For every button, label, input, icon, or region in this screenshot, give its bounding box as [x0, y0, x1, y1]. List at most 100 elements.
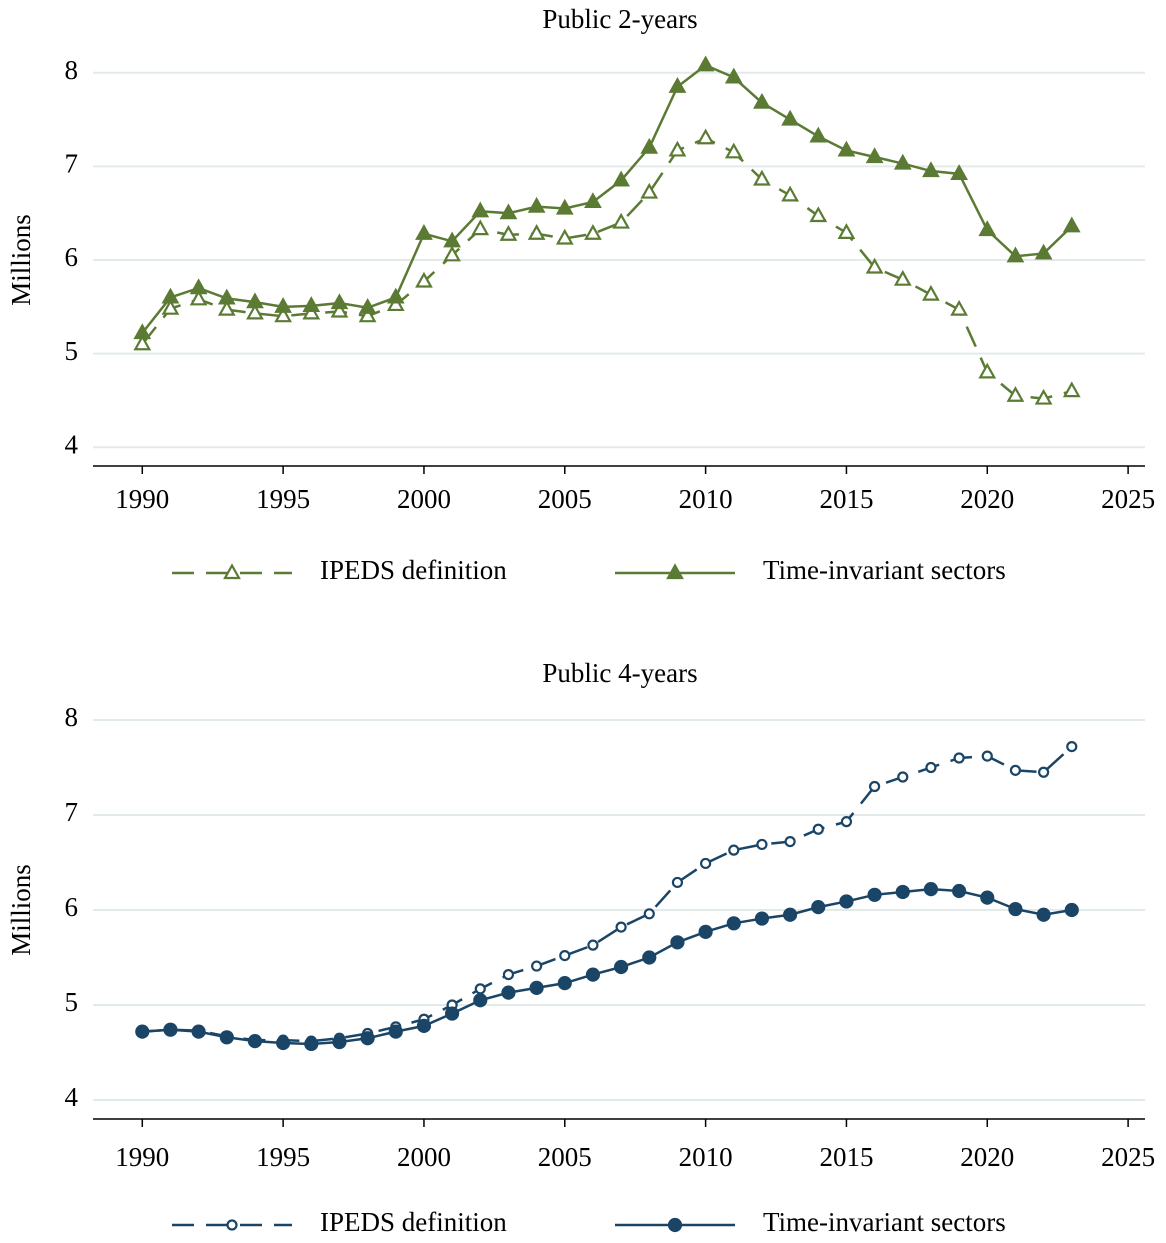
- data-point: [728, 844, 740, 856]
- x-tick-label: 2015: [819, 1142, 873, 1172]
- data-point: [812, 823, 824, 835]
- data-point: [274, 297, 292, 313]
- data-point: [981, 750, 993, 762]
- x-tick-label: 2005: [538, 1142, 592, 1172]
- data-point: [1008, 901, 1023, 917]
- data-point: [754, 911, 770, 926]
- x-tick-label: 2015: [819, 484, 873, 514]
- x-tick-label: 1990: [115, 484, 169, 514]
- data-point: [189, 278, 208, 295]
- data-point: [925, 761, 937, 774]
- data-point: [332, 1034, 347, 1050]
- legend-label: IPEDS definition: [320, 1207, 507, 1237]
- data-point: [415, 224, 433, 240]
- data-point: [473, 993, 488, 1008]
- data-point: [867, 887, 882, 902]
- data-point: [1062, 216, 1081, 233]
- data-point: [809, 206, 828, 223]
- data-point: [1064, 902, 1079, 918]
- y-tick-label: 7: [65, 149, 79, 179]
- x-tick-label: 2005: [538, 484, 592, 514]
- data-point: [133, 334, 152, 351]
- x-tick-label: 2010: [679, 1142, 733, 1172]
- y-tick-label: 8: [65, 55, 79, 85]
- data-point: [499, 224, 518, 241]
- x-tick-label: 2020: [960, 484, 1014, 514]
- data-point: [809, 126, 828, 143]
- data-point: [529, 980, 544, 996]
- data-point: [781, 185, 799, 202]
- data-point: [388, 1024, 403, 1039]
- data-point: [753, 169, 771, 186]
- data-point: [584, 224, 602, 240]
- data-point: [386, 287, 405, 304]
- data-point: [135, 1024, 150, 1039]
- data-point: [557, 976, 572, 991]
- y-axis-label: Millions: [6, 214, 36, 306]
- data-point: [161, 298, 180, 315]
- data-point: [161, 287, 180, 304]
- x-tick-label: 2000: [397, 1142, 451, 1172]
- data-point: [304, 1036, 319, 1052]
- data-point: [1034, 388, 1053, 405]
- data-point: [415, 271, 433, 288]
- y-tick-label: 6: [65, 892, 79, 922]
- data-point: [246, 292, 264, 309]
- data-point: [1009, 764, 1022, 776]
- data-point: [668, 140, 687, 157]
- series-line: [141, 63, 1073, 334]
- data-point: [950, 164, 968, 180]
- data-point: [1006, 386, 1025, 402]
- data-point: [443, 245, 461, 262]
- data-point: [330, 301, 349, 318]
- y-tick-label: 6: [65, 242, 79, 272]
- data-point: [953, 752, 965, 764]
- data-point: [330, 293, 349, 310]
- data-point: [471, 201, 490, 218]
- data-point: [671, 876, 684, 889]
- data-point: [1038, 766, 1050, 778]
- data-point: [922, 161, 940, 178]
- data-point: [952, 883, 967, 899]
- data-point: [471, 219, 490, 236]
- data-point: [217, 288, 236, 305]
- series-line: [141, 136, 1073, 400]
- legend-label: Time-invariant sectors: [763, 1207, 1006, 1237]
- data-point: [696, 128, 715, 145]
- data-point: [869, 780, 881, 793]
- data-point: [246, 303, 264, 320]
- data-point: [386, 295, 405, 312]
- data-point: [865, 147, 884, 164]
- data-point: [950, 299, 968, 316]
- data-point: [612, 212, 630, 229]
- data-point: [1062, 381, 1081, 398]
- legend-label: Time-invariant sectors: [763, 555, 1006, 585]
- data-point: [1006, 246, 1025, 263]
- data-point: [724, 142, 743, 159]
- data-point: [978, 362, 997, 379]
- data-point: [1036, 907, 1051, 922]
- data-point: [445, 1006, 460, 1021]
- y-tick-label: 4: [65, 429, 79, 459]
- legend-label: IPEDS definition: [320, 555, 507, 585]
- data-point: [1034, 243, 1053, 260]
- y-axis-label: Millions: [6, 864, 36, 956]
- data-point: [416, 1018, 432, 1034]
- data-point: [640, 182, 659, 199]
- y-tick-label: 8: [65, 702, 79, 732]
- y-tick-label: 7: [65, 797, 79, 827]
- data-point: [614, 959, 629, 975]
- data-point: [302, 303, 321, 320]
- data-point: [615, 921, 627, 933]
- data-point: [302, 296, 321, 312]
- data-point: [756, 838, 768, 851]
- x-tick-label: 2000: [397, 484, 451, 514]
- data-point: [360, 1031, 375, 1046]
- data-point: [839, 894, 854, 909]
- data-point: [781, 109, 799, 126]
- data-point: [643, 908, 655, 920]
- data-point: [531, 960, 543, 972]
- data-point: [163, 1022, 178, 1037]
- x-tick-label: 2025: [1101, 484, 1155, 514]
- data-point: [217, 299, 236, 316]
